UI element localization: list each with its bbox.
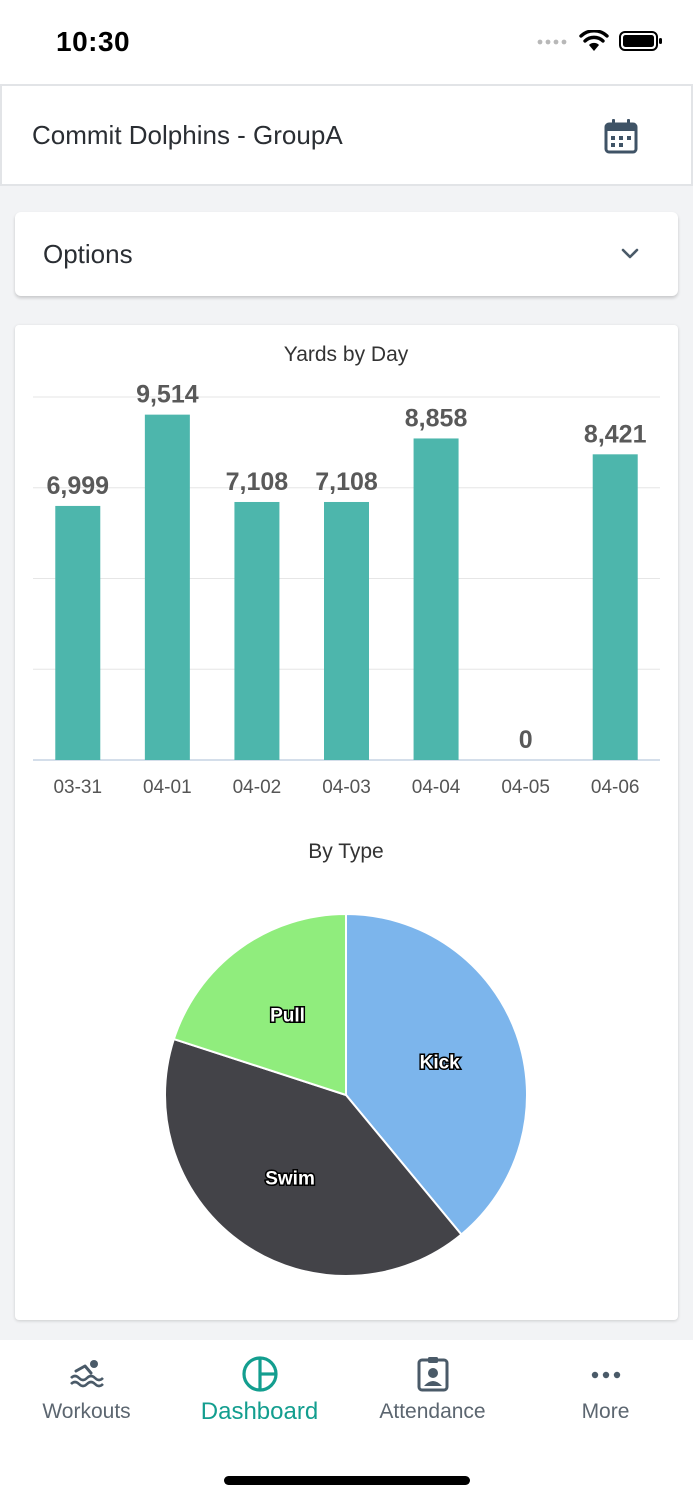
- bar-03-31: [55, 505, 101, 760]
- wifi-icon: [579, 30, 609, 51]
- pie-slice-kick: [345, 912, 528, 1236]
- page-title: Commit Dolphins - GroupA: [32, 120, 343, 150]
- tab-more[interactable]: More: [519, 1354, 692, 1434]
- bar-value-label: 8,421: [584, 420, 647, 448]
- chevron-down-icon: [621, 248, 639, 259]
- battery-icon: [619, 31, 662, 51]
- bar-value-label: 7,108: [315, 468, 378, 496]
- bar-04-06: [592, 454, 638, 760]
- tab-workouts-label: Workouts: [42, 1400, 131, 1423]
- x-tick-label: 04-02: [233, 777, 282, 798]
- bar-04-01: [144, 414, 190, 760]
- x-tick-label: 04-06: [591, 777, 640, 798]
- x-tick-label: 04-04: [412, 777, 461, 798]
- pie-label-pull: Pull: [270, 1005, 305, 1026]
- pie-label-kick: Kick: [420, 1052, 461, 1073]
- signal-icon: [537, 39, 567, 45]
- calendar-button[interactable]: [601, 116, 641, 156]
- bar-value-label: 9,514: [136, 381, 199, 409]
- bar-04-02: [234, 501, 280, 760]
- tab-more-label: More: [581, 1400, 630, 1423]
- x-tick-label: 04-03: [322, 777, 371, 798]
- pie-chart-icon: [241, 1356, 278, 1392]
- calendar-icon: [604, 119, 638, 154]
- bar-04-03: [324, 501, 369, 760]
- swimmer-icon: [69, 1360, 104, 1388]
- x-tick-label: 04-01: [143, 777, 192, 798]
- bar-value-label: 7,108: [226, 468, 289, 496]
- status-time: 10:30: [56, 26, 131, 57]
- status-icons: [537, 30, 663, 52]
- bar-value-label: 0: [519, 726, 533, 754]
- x-tick-label: 03-31: [53, 777, 102, 798]
- options-dropdown[interactable]: Options: [15, 212, 678, 296]
- pie-slice-pull: [172, 912, 347, 1097]
- tab-dashboard[interactable]: Dashboard: [173, 1354, 346, 1434]
- bottom-tab-bar: Workouts Dashboard Attendance More: [0, 1340, 693, 1500]
- badge-icon: [417, 1357, 448, 1392]
- bar-value-label: 6,999: [47, 472, 110, 500]
- bar-value-label: 8,858: [405, 404, 468, 432]
- tab-dashboard-label: Dashboard: [200, 1398, 319, 1425]
- status-bar: 10:30: [0, 0, 693, 84]
- dashboard-charts-card: Yards by Day 6,999 03-31 9,514 04-01 7,108 04-…: [15, 325, 678, 1320]
- home-indicator: [224, 1476, 470, 1485]
- tab-workouts[interactable]: Workouts: [0, 1354, 173, 1434]
- x-tick-label: 04-05: [501, 777, 550, 798]
- pie-label-swim: Swim: [265, 1168, 315, 1189]
- tab-attendance-label: Attendance: [379, 1400, 486, 1423]
- options-label: Options: [43, 239, 133, 269]
- pie-slice-swim: [164, 1037, 463, 1277]
- pie-chart-title: By Type: [308, 840, 384, 863]
- tab-attendance[interactable]: Attendance: [346, 1354, 519, 1434]
- yards-by-day-chart: Yards by Day 6,999 03-31 9,514 04-01 7,108 04-…: [33, 343, 660, 798]
- more-dots-icon: [591, 1371, 620, 1379]
- bar-04-04: [413, 438, 459, 760]
- bar-chart-title: Yards by Day: [284, 343, 409, 366]
- app-header: Commit Dolphins - GroupA: [0, 84, 693, 186]
